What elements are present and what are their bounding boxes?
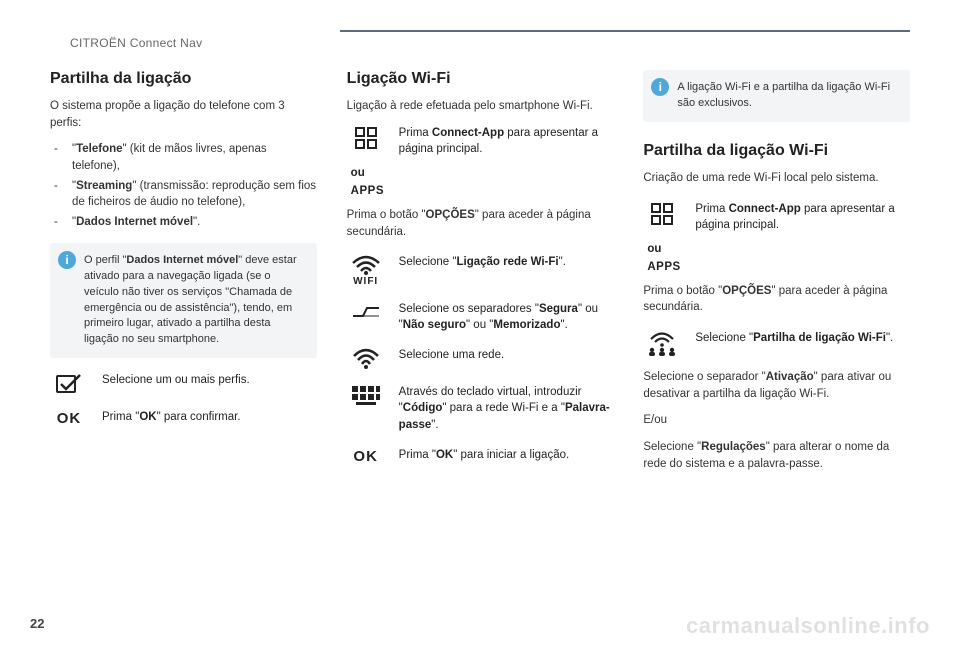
col1-bullets: "Telefone" (kit de mãos livres, apenas t… <box>50 141 317 230</box>
info-box: i A ligação Wi-Fi e a partilha da ligaçã… <box>643 70 910 122</box>
and-or-text: E/ou <box>643 412 910 429</box>
col3-intro: Criação de uma rede Wi-Fi local pelo sis… <box>643 170 910 187</box>
select-profiles-text: Selecione um ou mais perfis. <box>102 372 317 388</box>
list-item: "Dados Internet móvel". <box>62 214 317 231</box>
info-icon: i <box>651 78 669 96</box>
ok-confirm-text: Prima "OK" para confirmar. <box>102 409 317 425</box>
ou-label: ou <box>351 167 614 179</box>
connect-app-text: Prima Connect-App para apresentar a pági… <box>399 125 614 157</box>
info-icon: i <box>58 251 76 269</box>
ok-icon: OK <box>50 409 88 427</box>
column-3: i A ligação Wi-Fi e a partilha da ligaçã… <box>643 70 910 475</box>
info-text: A ligação Wi-Fi e a partilha da ligação … <box>677 80 898 112</box>
page-number: 22 <box>30 616 44 631</box>
header-rule <box>340 30 910 32</box>
info-text: O perfil "Dados Internet móvel" deve est… <box>84 253 305 349</box>
header-brand: CITROËN Connect Nav <box>70 36 202 50</box>
bullet-bold: Streaming <box>76 180 132 192</box>
connect-app-text: Prima Connect-App para apresentar a pági… <box>695 201 910 233</box>
bullet-bold: Telefone <box>76 143 122 155</box>
tabs-text: Selecione os separadores "Segura" ou "Nã… <box>399 301 614 333</box>
ou-label: ou <box>647 243 910 255</box>
apps-label: APPS <box>351 185 614 197</box>
col1-intro: O sistema propõe a ligação do telefone c… <box>50 98 317 131</box>
ok-start-text: Prima "OK" para iniciar a ligação. <box>399 447 614 463</box>
tabs-icon <box>347 301 385 322</box>
wifi-signal-icon <box>347 347 385 370</box>
ok-icon: OK <box>347 447 385 465</box>
settings-text: Selecione "Regulações" para alterar o no… <box>643 439 910 472</box>
options-text: Prima o botão "OPÇÕES" para aceder à pág… <box>347 207 614 240</box>
wifi-select-text: Selecione "Ligação rede Wi-Fi". <box>399 254 614 270</box>
col2-intro: Ligação à rede efetuada pelo smartphone … <box>347 98 614 115</box>
keyboard-icon <box>347 384 385 405</box>
apps-label: APPS <box>647 261 910 273</box>
activate-text: Selecione o separador "Ativação" para at… <box>643 369 910 402</box>
bullet-bold: Dados Internet móvel <box>76 216 193 228</box>
column-2: Ligação Wi-Fi Ligação à rede efetuada pe… <box>347 70 614 475</box>
share-select-text: Selecione "Partilha de ligação Wi-Fi". <box>695 330 910 346</box>
list-item: "Telefone" (kit de mãos livres, apenas t… <box>62 141 317 174</box>
options-text: Prima o botão "OPÇÕES" para aceder à pág… <box>643 283 910 316</box>
column-1: Partilha da ligação O sistema propõe a l… <box>50 70 317 475</box>
bullet-rest: ". <box>193 216 200 228</box>
col3-title: Partilha da ligação Wi-Fi <box>643 142 910 160</box>
keyboard-text: Através do teclado virtual, introduzir "… <box>399 384 614 432</box>
apps-grid-icon <box>643 201 681 226</box>
wifi-icon: WIFI <box>347 254 385 287</box>
wifi-share-icon <box>643 330 681 357</box>
apps-grid-icon <box>347 125 385 150</box>
col1-title: Partilha da ligação <box>50 70 317 88</box>
select-network-text: Selecione uma rede. <box>399 347 614 363</box>
info-box: i O perfil "Dados Internet móvel" deve e… <box>50 243 317 359</box>
list-item: "Streaming" (transmissão: reprodução sem… <box>62 178 317 211</box>
col2-title: Ligação Wi-Fi <box>347 70 614 88</box>
checkbox-icon <box>50 372 88 395</box>
watermark: carmanualsonline.info <box>686 613 930 639</box>
